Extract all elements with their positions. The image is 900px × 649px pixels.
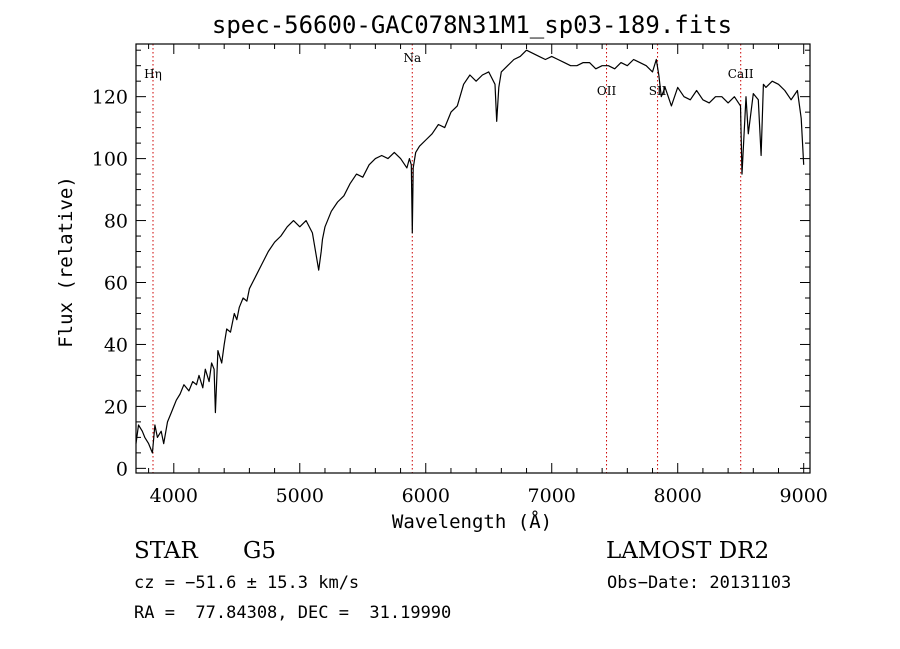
x-tick-label: 7000 — [528, 485, 576, 507]
coordinates-text: RA = 77.84308, DEC = 31.19990 — [134, 603, 452, 623]
y-axis-ticks: 0 20 40 60 80 100 120 — [92, 49, 810, 480]
y-tick-label: 100 — [92, 149, 128, 171]
object-subclass: G5 — [243, 538, 277, 564]
spectral-line-label: Hη — [144, 67, 162, 81]
spectrum-series — [135, 49, 805, 454]
object-class: STAR — [134, 538, 198, 564]
y-tick-label: 80 — [104, 211, 128, 233]
obs-date-text: Obs−Date: 20131103 — [607, 573, 792, 593]
y-tick-label: 60 — [104, 273, 128, 295]
x-tick-label: 8000 — [654, 485, 702, 507]
chart-title: spec-56600-GAC078N31M1_sp03-189.fits — [212, 11, 732, 39]
x-axis-label: Wavelength (Å) — [392, 510, 552, 533]
x-tick-label: 4000 — [150, 485, 198, 507]
spectral-line-markers — [152, 44, 742, 473]
spectral-line-label: Na — [403, 51, 421, 65]
spectral-line-label: CaII — [728, 67, 754, 81]
velocity-text: cz = −51.6 ± 15.3 km/s — [134, 573, 360, 593]
y-tick-label: 20 — [104, 396, 128, 418]
x-tick-label: 6000 — [402, 485, 450, 507]
x-tick-label: 5000 — [276, 485, 324, 507]
survey-name: LAMOST DR2 — [606, 538, 770, 564]
plot-frame — [135, 43, 811, 474]
x-tick-label: 9000 — [780, 485, 828, 507]
y-axis-label: Flux (relative) — [55, 176, 77, 348]
y-tick-label: 0 — [116, 458, 128, 480]
y-tick-label: 40 — [104, 334, 128, 356]
x-axis-ticks: 4000 5000 6000 7000 8000 9000 — [148, 44, 828, 507]
y-tick-label: 120 — [92, 87, 128, 109]
spectral-line-label: OII — [597, 84, 617, 98]
spectrum-line — [135, 49, 805, 454]
